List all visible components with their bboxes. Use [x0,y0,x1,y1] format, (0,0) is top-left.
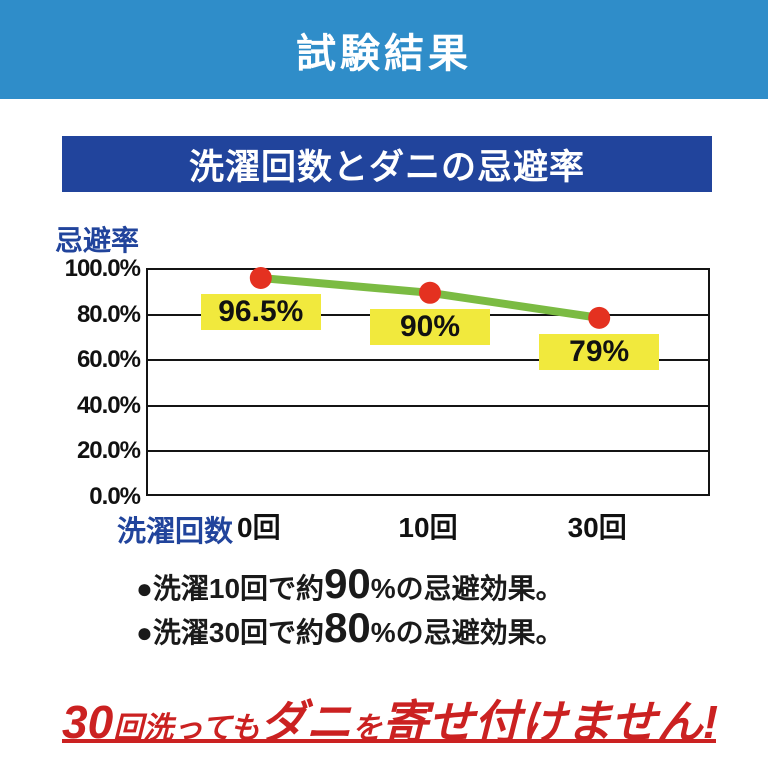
gridline-60 [148,359,708,362]
header-banner: 試験結果 [0,0,768,99]
footer-underline [62,739,716,743]
x-tick-10回: 10回 [398,512,458,543]
note-1-value: 90 [324,560,371,607]
value-label-96.5%: 96.5% [200,293,321,330]
chart-title: 洗濯回数とダニの忌避率 [188,147,585,187]
y-axis-title: 忌避率 [55,225,140,256]
y-tick-20.0%: 20.0% [76,437,141,465]
gridline-40 [148,404,708,407]
x-tick-30回: 30回 [567,512,627,543]
y-tick-60.0%: 60.0% [76,346,141,374]
x-tick-0回: 0回 [237,512,281,543]
y-tick-100.0%: 100.0% [64,255,141,282]
note-2-prefix: ●洗濯30回で約 [136,617,325,648]
value-label-90%: 90% [370,308,490,345]
line-series [249,266,611,329]
page-title: 試験結果 [296,31,472,76]
plot-area: 96.5% 90% 79% [146,266,710,496]
y-axis-ticks: 0.0% 20.0% 40.0% 60.0% 80.0% 100.0% [30,255,141,510]
note-1-suffix: %の忌避効果。 [370,573,564,604]
gridline-20 [148,450,708,453]
y-tick-80.0%: 80.0% [76,300,141,328]
x-axis-ticks: 0回 10回 30回 [146,506,710,543]
y-tick-40.0%: 40.0% [76,391,141,419]
y-tick-0.0%: 0.0% [89,483,141,510]
note-1-prefix: ●洗濯10回で約 [136,573,325,604]
note-wash-30: ●洗濯30回で約80%の忌避効果。 [136,604,564,652]
note-wash-10: ●洗濯10回で約90%の忌避効果。 [136,560,564,608]
value-label-79%: 79% [539,333,660,370]
x-axis-title: 洗濯回数 [117,516,234,548]
data-point-30回 [588,306,611,329]
data-point-10回 [419,281,441,304]
data-point-0回 [249,266,272,289]
chart-title-box: 洗濯回数とダニの忌避率 [62,136,712,192]
note-2-value: 80 [324,604,371,651]
note-2-suffix: %の忌避効果。 [370,617,564,648]
